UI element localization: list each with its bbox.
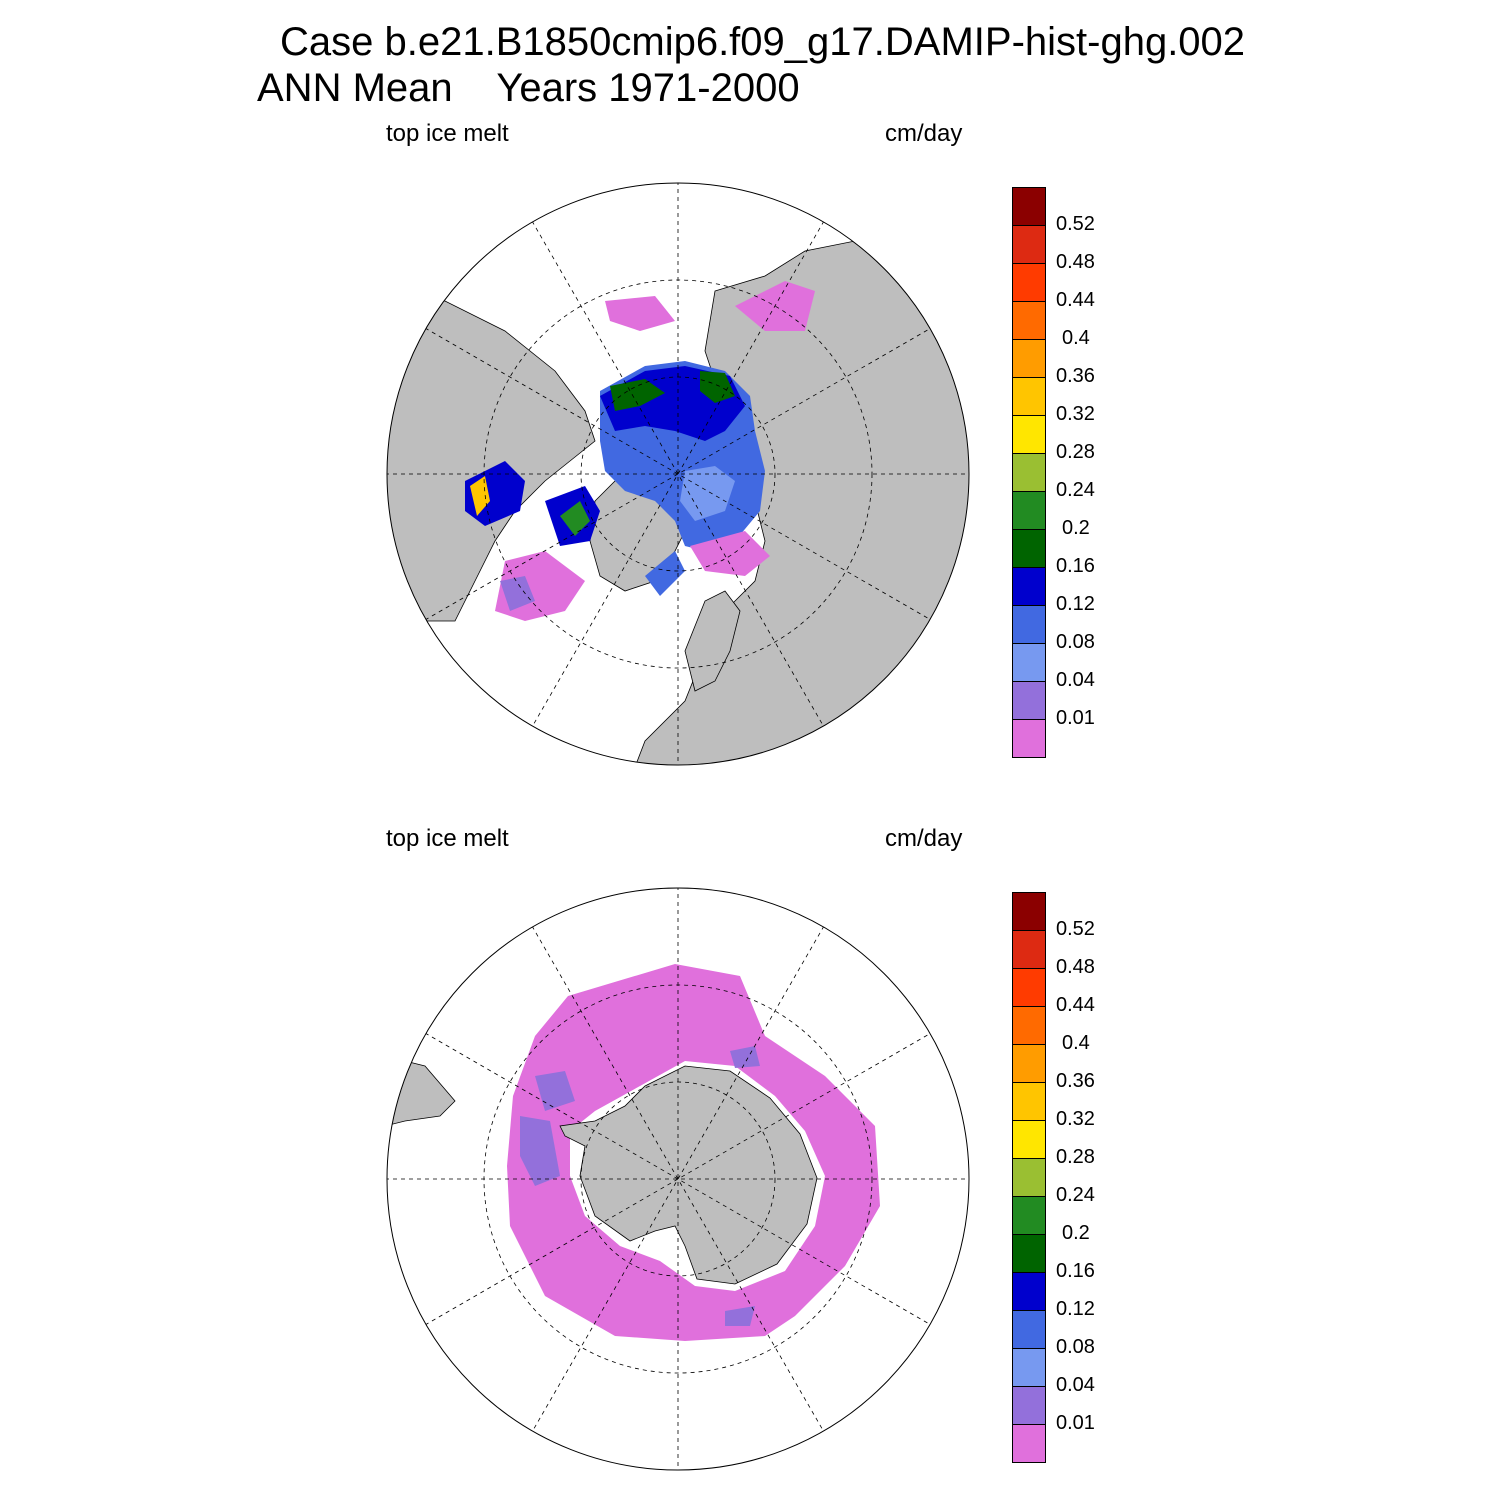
ice-purple-ross — [725, 1306, 755, 1326]
ice-purple-weddell — [535, 1071, 575, 1111]
panel1-units-label: cm/day — [885, 120, 963, 147]
colorbar-tick-label: 0.08 — [1056, 631, 1095, 653]
map-boundary-circle — [386, 887, 970, 1471]
ice-arctic-green-1 — [610, 379, 665, 411]
colorbar-tick-label: 0.32 — [1056, 403, 1095, 425]
colorbar-swatch — [1012, 1273, 1046, 1311]
colorbar-swatch — [1012, 378, 1046, 416]
colorbar-tick-label: 0.52 — [1056, 918, 1095, 940]
graticule-lines — [387, 183, 969, 765]
colorbar-tick-label: 0.24 — [1056, 479, 1095, 501]
land-scandinavia — [684, 590, 741, 692]
colorbar-tick-label: 0.12 — [1056, 593, 1095, 615]
colorbar-tick-label: 0.48 — [1056, 956, 1095, 978]
colorbar-tick-label: 0.32 — [1056, 1108, 1095, 1130]
land-antarctica — [559, 1065, 818, 1285]
colorbar-swatch — [1012, 1159, 1046, 1197]
colorbar-tick-label: 0.44 — [1056, 289, 1095, 311]
panel1-variable-label: top ice melt — [386, 120, 509, 147]
colorbar-swatch — [1012, 1121, 1046, 1159]
ice-labrador-purple — [500, 576, 535, 611]
colorbar-swatch — [1012, 568, 1046, 606]
colorbar-swatch — [1012, 1235, 1046, 1273]
colorbar-tick-label: 0.52 — [1056, 213, 1095, 235]
colorbar-tick-label: 0.4 — [1062, 327, 1090, 349]
colorbar-swatch — [1012, 720, 1046, 758]
ice-southern-ocean — [507, 964, 880, 1341]
ice-hudson-yellow — [470, 476, 490, 516]
ice-baffin-green — [560, 501, 590, 536]
ice-purple-east — [730, 1046, 760, 1068]
map-boundary-circle — [386, 182, 970, 766]
colorbar-swatch — [1012, 454, 1046, 492]
colorbar-swatch — [1012, 187, 1046, 226]
colorbar-swatch — [1012, 1425, 1046, 1463]
colorbar-swatch — [1012, 1387, 1046, 1425]
colorbar-tick-label: 0.4 — [1062, 1032, 1090, 1054]
colorbar-tick-label: 0.2 — [1062, 517, 1090, 539]
colorbar-tick-label: 0.16 — [1056, 555, 1095, 577]
colorbar-swatch — [1012, 682, 1046, 720]
colorbar-panel2 — [1012, 892, 1046, 1463]
colorbar-swatch — [1012, 1311, 1046, 1349]
ice-purple-bellingshausen — [520, 1116, 560, 1186]
colorbar-swatch — [1012, 264, 1046, 302]
colorbar-tick-label: 0.01 — [1056, 707, 1095, 729]
colorbar-tick-label: 0.28 — [1056, 441, 1095, 463]
colorbar-swatch — [1012, 892, 1046, 931]
colorbar-panel1 — [1012, 187, 1046, 758]
panel2-units-label: cm/day — [885, 825, 963, 852]
colorbar-tick-label: 0.08 — [1056, 1336, 1095, 1358]
colorbar-tick-label: 0.2 — [1062, 1222, 1090, 1244]
colorbar-swatch — [1012, 1007, 1046, 1045]
ice-bering-pink — [605, 296, 675, 331]
colorbar-tick-label: 0.16 — [1056, 1260, 1095, 1282]
figure-title-period: ANN Mean Years 1971-2000 — [257, 66, 800, 110]
ice-greenland-east — [645, 551, 685, 596]
colorbar-swatch — [1012, 492, 1046, 530]
colorbar-swatch — [1012, 1349, 1046, 1387]
colorbar-swatch — [1012, 931, 1046, 969]
colorbar-tick-label: 0.04 — [1056, 1374, 1095, 1396]
ice-arctic-light-blue — [680, 466, 735, 521]
figure-title-case: Case b.e21.B1850cmip6.f09_g17.DAMIP-hist… — [280, 20, 1246, 64]
panel2-variable-label: top ice melt — [386, 825, 509, 852]
graticule-lines — [387, 888, 969, 1470]
colorbar-swatch — [1012, 969, 1046, 1007]
colorbar-swatch — [1012, 530, 1046, 568]
colorbar-swatch — [1012, 1045, 1046, 1083]
ice-arctic-green-2 — [700, 371, 735, 403]
colorbar-tick-label: 0.01 — [1056, 1412, 1095, 1434]
colorbar-tick-label: 0.28 — [1056, 1146, 1095, 1168]
colorbar-swatch — [1012, 606, 1046, 644]
ice-barents-pink — [690, 531, 770, 576]
colorbar-swatch — [1012, 1197, 1046, 1235]
colorbar-tick-label: 0.48 — [1056, 251, 1095, 273]
colorbar-tick-label: 0.04 — [1056, 669, 1095, 691]
antarctic-polar-map — [386, 887, 970, 1471]
colorbar-swatch — [1012, 1083, 1046, 1121]
arctic-polar-map — [386, 182, 970, 766]
colorbar-swatch — [1012, 226, 1046, 264]
colorbar-tick-label: 0.24 — [1056, 1184, 1095, 1206]
colorbar-swatch — [1012, 340, 1046, 378]
colorbar-tick-label: 0.44 — [1056, 994, 1095, 1016]
colorbar-swatch — [1012, 644, 1046, 682]
colorbar-tick-label: 0.36 — [1056, 365, 1095, 387]
colorbar-swatch — [1012, 302, 1046, 340]
colorbar-tick-label: 0.12 — [1056, 1298, 1095, 1320]
colorbar-swatch — [1012, 416, 1046, 454]
colorbar-tick-label: 0.36 — [1056, 1070, 1095, 1092]
